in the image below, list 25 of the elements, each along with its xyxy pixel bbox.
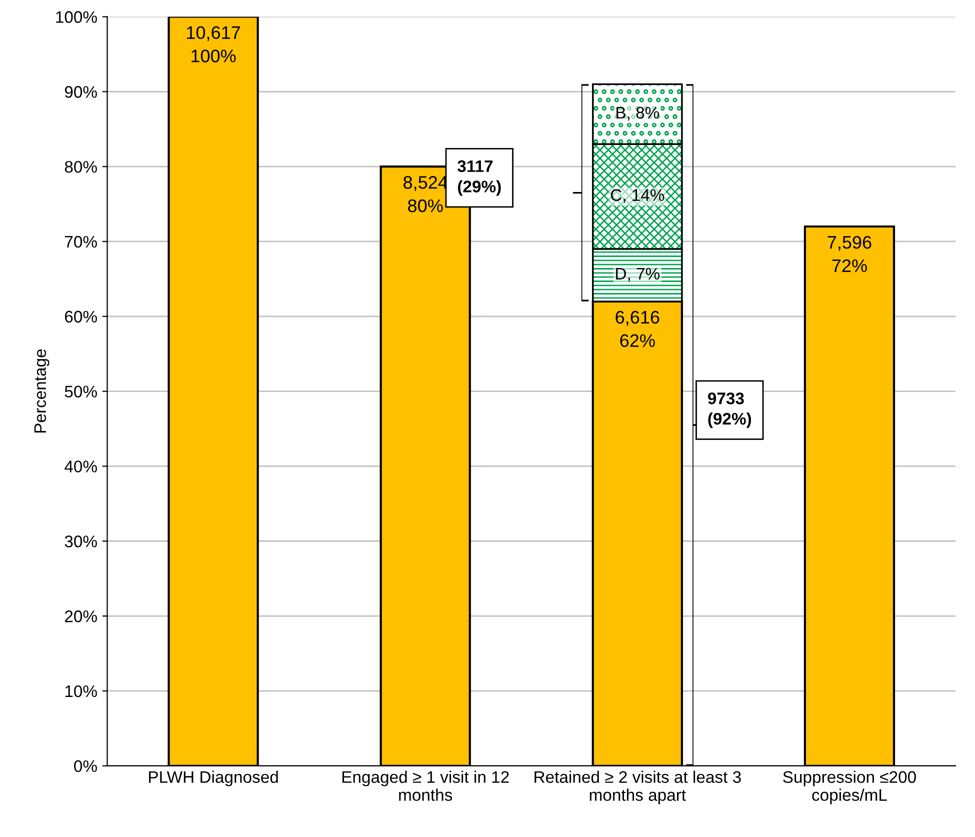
y-tick-label: 80% <box>64 160 97 173</box>
y-axis-title: Percentage <box>34 349 50 433</box>
y-tick-label: 50% <box>64 386 97 398</box>
y-tick-label: 20% <box>65 610 97 622</box>
y-tick-label: 0% <box>74 760 97 772</box>
data-label: D, 7% <box>616 268 660 282</box>
y-tick-label: 40% <box>64 460 97 472</box>
y-tick-label: 60% <box>65 310 97 323</box>
data-label: 6,616 62% <box>616 310 660 348</box>
x-tick-label: Engaged ≥ 1 visit in 12 months <box>342 770 509 801</box>
data-label: C, 14% <box>610 189 664 203</box>
data-label: B, 8% <box>616 106 660 121</box>
x-tick-label: Retained ≥ 2 visits at least 3 months apart <box>534 770 741 804</box>
data-label: 8,524 80% <box>404 176 448 212</box>
data-label: 7,596 72% <box>828 236 872 272</box>
y-tick-label: 90% <box>64 86 97 98</box>
y-tick-label: 100% <box>56 11 97 23</box>
annotation: 3117 (29%) <box>458 160 501 196</box>
annotation: 9733 (92%) <box>708 392 752 428</box>
x-tick-label: Suppression ≤200 copies/mL <box>783 770 916 804</box>
y-tick-label: 70% <box>65 236 97 248</box>
y-tick-label: 10% <box>65 685 97 698</box>
y-tick-label: 30% <box>64 536 97 548</box>
data-label: 10,617 100% <box>187 26 240 62</box>
x-tick-label: PLWH Diagnosed <box>149 770 278 786</box>
